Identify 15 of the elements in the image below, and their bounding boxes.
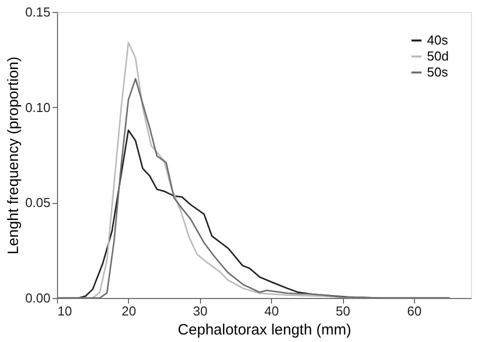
- x-tick-label: 30: [193, 304, 208, 318]
- x-axis-title: Cephalotorax length (mm): [178, 322, 352, 338]
- x-tick-label: 40: [264, 304, 279, 318]
- x-tick-label: 60: [407, 304, 422, 318]
- legend-label: 50s: [427, 64, 448, 80]
- legend-label: 40s: [427, 32, 448, 48]
- y-tick-label: 0.10: [25, 100, 50, 115]
- y-tick-label: 0.00: [25, 290, 50, 306]
- x-tick-label: 10: [58, 304, 72, 318]
- x-tick-label: 20: [122, 304, 136, 318]
- y-tick-label: 0.05: [25, 195, 50, 210]
- y-tick-label: 0.15: [25, 4, 50, 20]
- y-axis-title: Lenght frequency (proportion): [5, 56, 22, 254]
- x-tick-label: 50: [336, 304, 350, 318]
- legend-label: 50d: [427, 48, 449, 64]
